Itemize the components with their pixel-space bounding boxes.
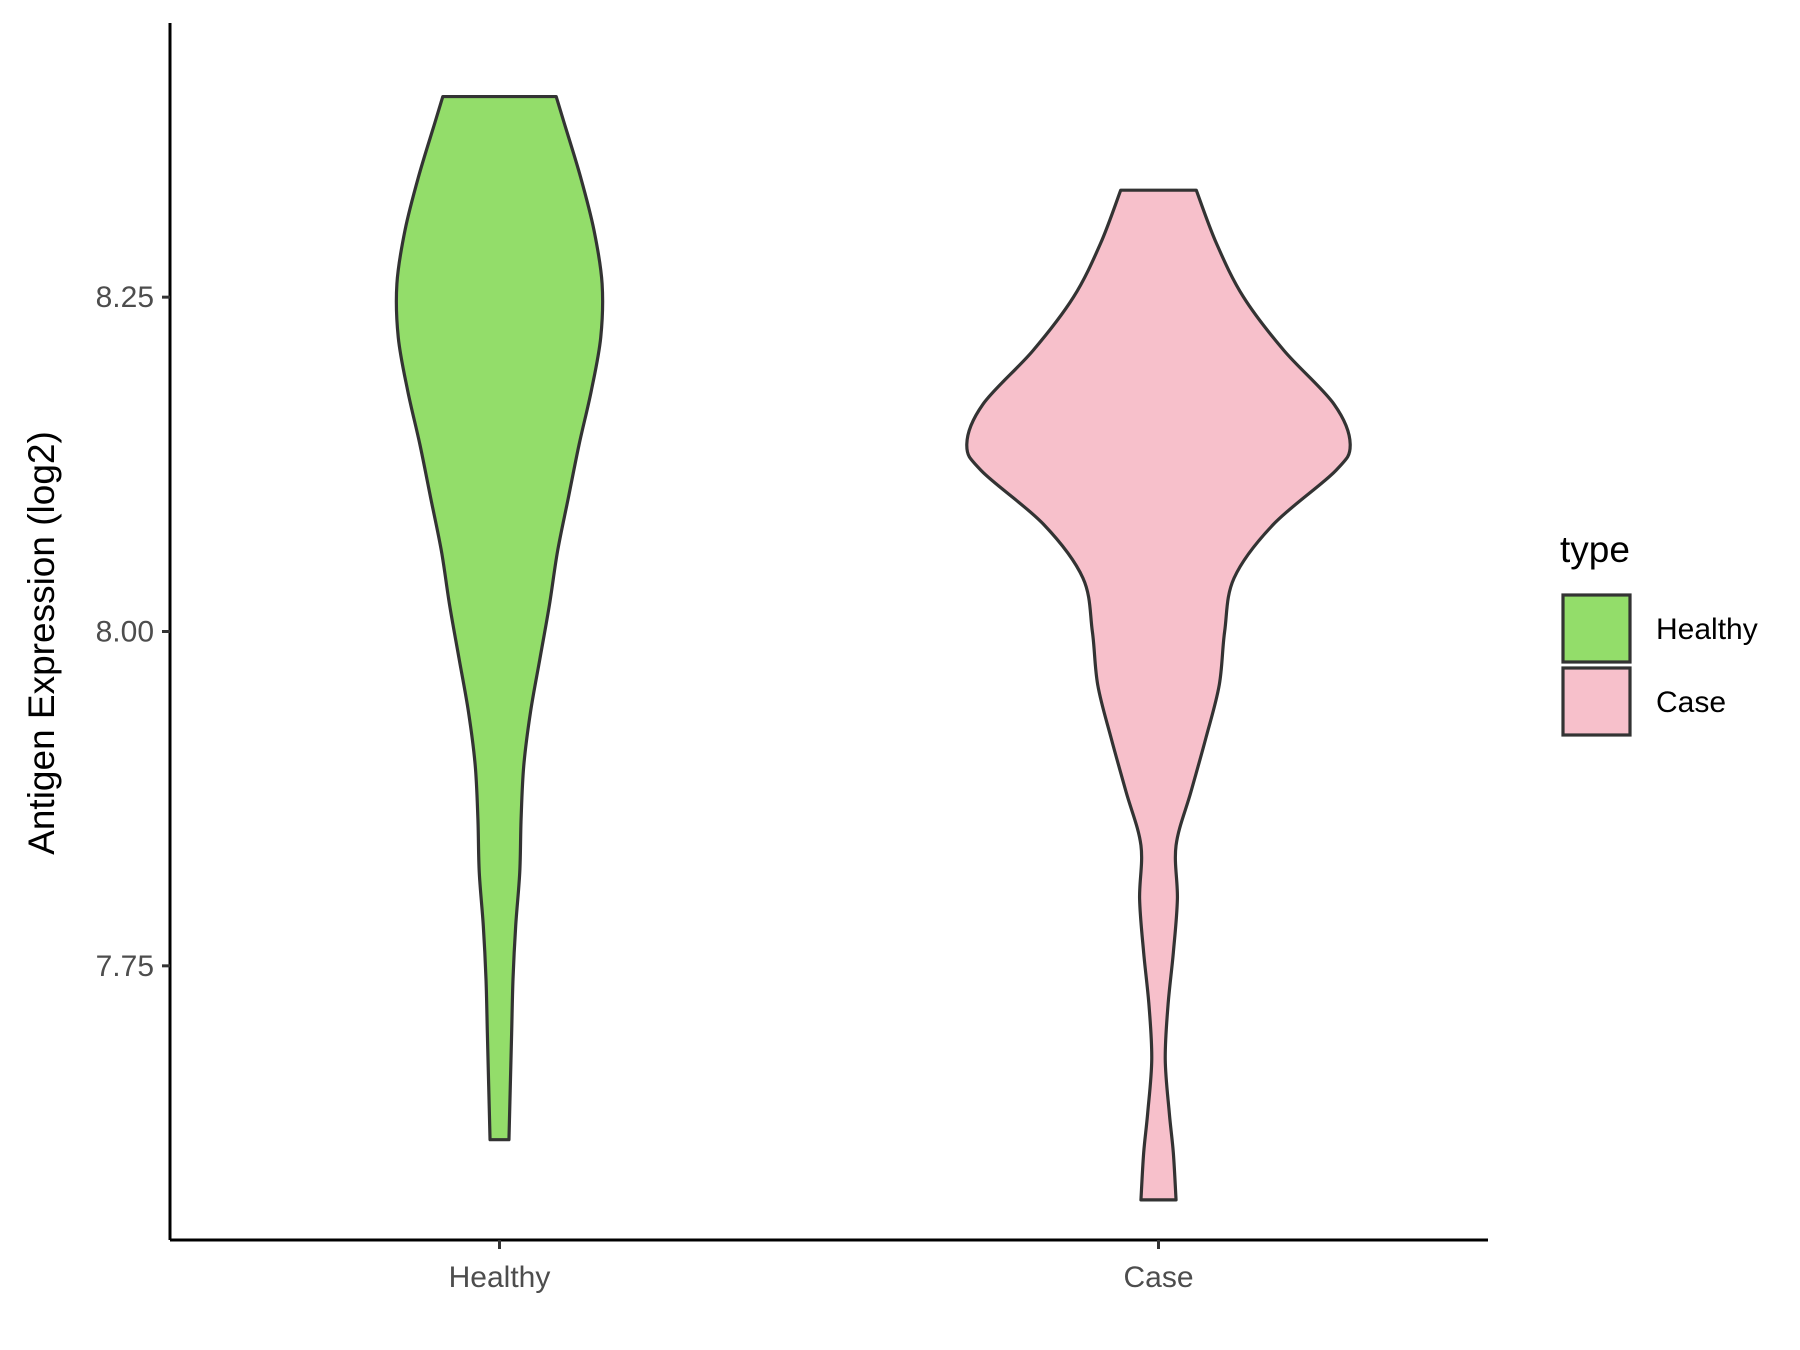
legend-label-healthy: Healthy xyxy=(1656,613,1758,646)
legend-title: type xyxy=(1560,529,1630,570)
legend-label-case: Case xyxy=(1656,686,1726,719)
x-ticks: Healthy Case xyxy=(449,1240,1194,1294)
legend: type Healthy Case xyxy=(1560,529,1758,737)
legend-swatch-case xyxy=(1561,666,1632,737)
y-ticks: 7.75 8.00 8.25 xyxy=(96,281,170,983)
violins-layer xyxy=(394,94,1352,1202)
y-axis-title: Antigen Expression (log2) xyxy=(21,431,62,855)
x-tick-label: Case xyxy=(1123,1261,1193,1294)
x-tick-label: Healthy xyxy=(449,1261,551,1294)
y-tick-label: 7.75 xyxy=(96,950,154,983)
legend-swatch-healthy xyxy=(1561,593,1632,664)
legend-entries: Healthy Case xyxy=(1561,593,1758,737)
y-tick-label: 8.00 xyxy=(96,616,154,649)
y-tick-label: 8.25 xyxy=(96,281,154,314)
violin-healthy xyxy=(394,94,605,1142)
violin-case xyxy=(965,188,1352,1202)
